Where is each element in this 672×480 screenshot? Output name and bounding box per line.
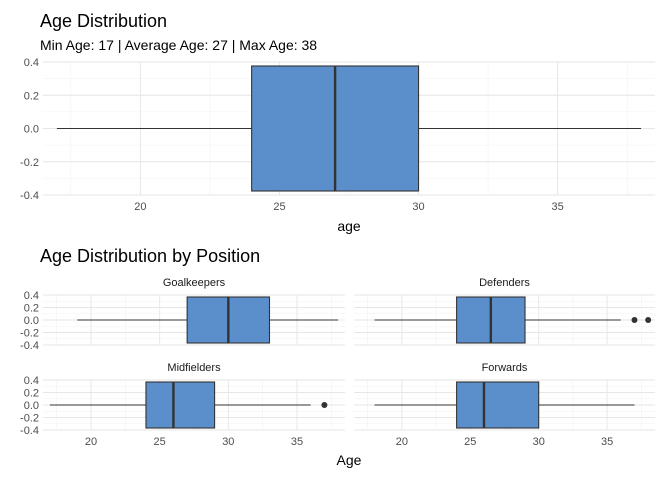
- y-tick-label: 0.4: [24, 375, 39, 387]
- facet-panel-goalkeepers: Goalkeepers 0.40.20.0-0.2-0.4: [20, 277, 345, 352]
- facet-panel-forwards: Forwards 20 25 30 35: [354, 362, 655, 448]
- y-tick-label: 0.0: [24, 400, 39, 412]
- y-tick-label: -0.2: [20, 413, 39, 425]
- y-tick-label: 0.2: [24, 388, 39, 400]
- y-tick-label: 0.2: [24, 90, 39, 102]
- y-tick-label: -0.4: [20, 190, 39, 202]
- box-iqr: [145, 381, 216, 429]
- x-tick-label: 35: [601, 436, 613, 448]
- x-tick-label: 25: [464, 436, 476, 448]
- top-plot-panel: 0.4 0.2 0.0 -0.2 -0.4 20 25 30 35: [20, 57, 655, 213]
- x-tick-label: 35: [291, 436, 303, 448]
- x-tick-label: 20: [396, 436, 408, 448]
- y-tick-label: -0.2: [20, 328, 39, 340]
- y-tick-label: 0.0: [24, 315, 39, 327]
- facet-panel-defenders: Defenders: [354, 277, 655, 346]
- x-tick-label: 25: [273, 201, 285, 213]
- facet-strip-label: Goalkeepers: [163, 277, 226, 289]
- chart-title-bottom: Age Distribution by Position: [40, 246, 260, 266]
- y-tick-label: 0.4: [24, 57, 39, 69]
- chart-title-top: Age Distribution: [40, 11, 167, 31]
- x-axis-title-top: age: [337, 218, 361, 234]
- y-tick-label: -0.2: [20, 157, 39, 169]
- facet-strip-label: Midfielders: [167, 362, 221, 374]
- facet-grid: Goalkeepers0.40.20.0-0.2-0.4DefendersMid…: [20, 277, 655, 448]
- outlier-point: [645, 317, 652, 323]
- facet-strip-label: Defenders: [479, 277, 530, 289]
- facet-strip-label: Forwards: [482, 362, 528, 374]
- x-axis-title-bottom: Age: [337, 452, 362, 468]
- y-tick-label: -0.4: [20, 340, 39, 352]
- x-tick-label: 20: [85, 436, 97, 448]
- x-tick-label: 30: [412, 201, 424, 213]
- y-tick-label: 0.2: [24, 303, 39, 315]
- facet-panel-midfielders: Midfielders 0.40.20.0-0.2-0.4 20 25 30 35: [20, 362, 345, 448]
- x-tick-label: 30: [222, 436, 234, 448]
- x-tick-label: 30: [533, 436, 545, 448]
- outlier-point: [321, 402, 328, 408]
- x-tick-label: 35: [552, 201, 564, 213]
- outlier-point: [631, 317, 638, 323]
- y-tick-label: -0.4: [20, 425, 39, 437]
- x-tick-label: 20: [134, 201, 146, 213]
- y-tick-label: 0.0: [24, 124, 39, 136]
- chart-subtitle-top: Min Age: 17 | Average Age: 27 | Max Age:…: [40, 37, 317, 53]
- y-tick-label: 0.4: [24, 290, 39, 302]
- x-tick-label: 25: [154, 436, 166, 448]
- box-iqr: [456, 381, 540, 429]
